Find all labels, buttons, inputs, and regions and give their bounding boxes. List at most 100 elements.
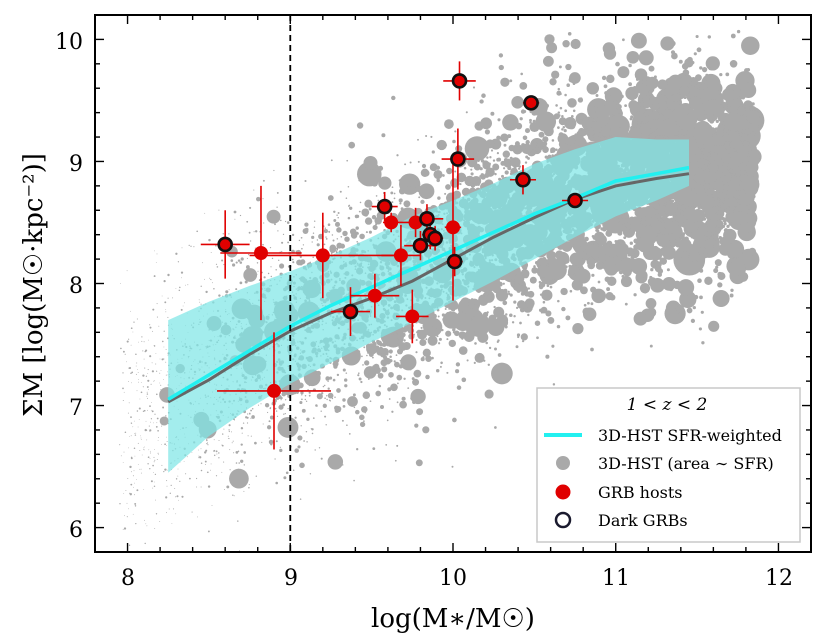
bg-point <box>715 119 719 124</box>
bg-point <box>364 411 367 414</box>
bg-point <box>155 353 157 354</box>
bg-point <box>336 249 339 251</box>
bg-point <box>329 244 337 252</box>
bg-point <box>227 435 229 437</box>
bg-point <box>301 408 306 413</box>
bg-point <box>135 373 137 375</box>
bg-point <box>389 355 392 359</box>
bg-point <box>197 449 199 451</box>
bg-point <box>748 150 753 155</box>
bg-point <box>607 114 630 138</box>
bg-point <box>288 461 291 464</box>
bg-point <box>572 322 584 335</box>
bg-point <box>590 287 594 291</box>
bg-point <box>171 523 173 524</box>
bg-point <box>620 94 624 99</box>
bg-point <box>356 232 359 235</box>
bg-point <box>421 163 427 169</box>
bg-point <box>561 128 564 131</box>
bg-point <box>380 359 388 367</box>
bg-point <box>278 259 280 261</box>
bg-point <box>276 206 278 208</box>
bg-point <box>695 34 699 39</box>
bg-point <box>156 303 158 305</box>
bg-point <box>199 456 202 459</box>
bg-point <box>625 86 639 101</box>
bg-point <box>156 422 158 424</box>
bg-point <box>238 462 240 464</box>
bg-point <box>124 353 126 355</box>
bg-point <box>126 340 129 343</box>
bg-point <box>274 223 276 226</box>
bg-point <box>281 250 283 253</box>
bg-point <box>134 502 137 505</box>
bg-point <box>300 236 303 239</box>
bg-point <box>139 450 141 452</box>
bg-point <box>280 219 282 222</box>
bg-point <box>342 368 346 372</box>
bg-point <box>164 443 166 446</box>
bg-point <box>166 445 168 446</box>
bg-point <box>256 262 259 264</box>
bg-point <box>132 513 134 515</box>
bg-point <box>134 505 137 507</box>
bg-point <box>505 313 508 316</box>
bg-point <box>697 278 702 284</box>
bg-point <box>446 167 453 175</box>
bg-point <box>513 281 517 284</box>
bg-point <box>590 302 594 306</box>
bg-point <box>404 163 407 166</box>
bg-point <box>201 262 203 264</box>
bg-point <box>200 486 202 488</box>
bg-point <box>708 67 712 71</box>
bg-point <box>430 135 433 138</box>
bg-point <box>606 287 611 292</box>
bg-point <box>562 125 566 129</box>
bg-point <box>390 383 398 392</box>
bg-point <box>700 195 715 209</box>
bg-point <box>732 177 736 181</box>
bg-point <box>504 170 509 175</box>
bg-point <box>538 131 545 138</box>
bg-point <box>730 33 736 39</box>
bg-point <box>124 515 125 517</box>
bg-point <box>166 485 168 487</box>
bg-point <box>622 214 627 220</box>
bg-point <box>699 179 706 186</box>
bg-point <box>340 235 343 238</box>
bg-point <box>429 207 432 210</box>
bg-point <box>172 508 175 510</box>
bg-point <box>684 251 690 257</box>
bg-point <box>374 345 377 348</box>
bg-point <box>511 283 515 287</box>
bg-point <box>223 264 225 266</box>
bg-point <box>481 93 486 98</box>
bg-point <box>166 441 168 442</box>
bg-point <box>331 234 334 236</box>
bg-point <box>275 481 279 485</box>
bg-point <box>700 310 704 314</box>
bg-point <box>650 277 665 293</box>
bg-point <box>479 167 483 171</box>
bg-point <box>535 111 557 132</box>
bg-point <box>329 400 332 402</box>
bg-point <box>169 492 171 494</box>
bg-point <box>268 439 274 445</box>
bg-point <box>654 265 662 273</box>
bg-point <box>463 166 467 170</box>
bg-point <box>567 32 572 36</box>
bg-point <box>284 220 287 223</box>
bg-point <box>419 338 427 347</box>
bg-point <box>149 324 151 326</box>
bg-point <box>186 456 188 458</box>
bg-point <box>327 387 330 390</box>
bg-point <box>225 290 229 294</box>
bg-point <box>565 63 572 71</box>
bg-point <box>268 437 270 439</box>
bg-point <box>637 130 641 134</box>
bg-point <box>254 247 256 249</box>
bg-point <box>250 417 252 419</box>
bg-point <box>740 82 757 99</box>
bg-point <box>697 158 702 162</box>
